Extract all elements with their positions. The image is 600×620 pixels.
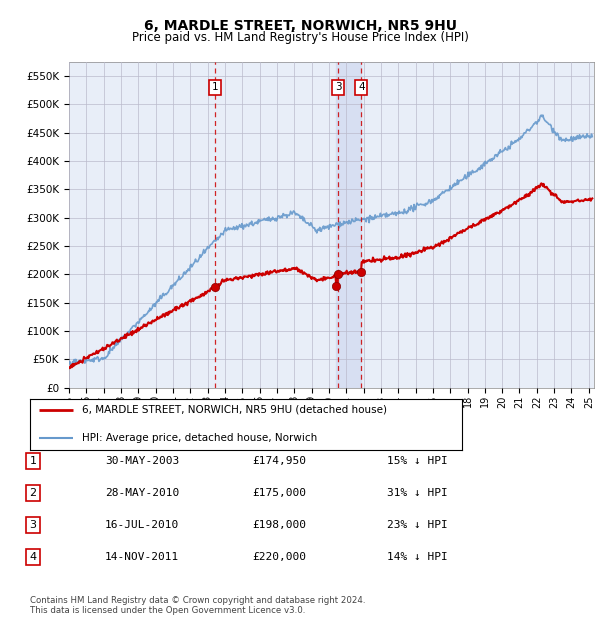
Text: 30-MAY-2003: 30-MAY-2003 xyxy=(105,456,179,466)
Text: 4: 4 xyxy=(358,82,365,92)
Text: Contains HM Land Registry data © Crown copyright and database right 2024.
This d: Contains HM Land Registry data © Crown c… xyxy=(30,596,365,615)
Text: £174,950: £174,950 xyxy=(252,456,306,466)
Text: 3: 3 xyxy=(29,520,37,530)
Text: 6, MARDLE STREET, NORWICH, NR5 9HU (detached house): 6, MARDLE STREET, NORWICH, NR5 9HU (deta… xyxy=(82,405,387,415)
Text: 2: 2 xyxy=(29,488,37,498)
Text: 3: 3 xyxy=(335,82,341,92)
Text: 14% ↓ HPI: 14% ↓ HPI xyxy=(387,552,448,562)
Text: Price paid vs. HM Land Registry's House Price Index (HPI): Price paid vs. HM Land Registry's House … xyxy=(131,31,469,43)
Text: £175,000: £175,000 xyxy=(252,488,306,498)
Text: 14-NOV-2011: 14-NOV-2011 xyxy=(105,552,179,562)
Text: £220,000: £220,000 xyxy=(252,552,306,562)
Text: 1: 1 xyxy=(211,82,218,92)
Text: 6, MARDLE STREET, NORWICH, NR5 9HU: 6, MARDLE STREET, NORWICH, NR5 9HU xyxy=(143,19,457,33)
Text: 31% ↓ HPI: 31% ↓ HPI xyxy=(387,488,448,498)
Text: 15% ↓ HPI: 15% ↓ HPI xyxy=(387,456,448,466)
Text: HPI: Average price, detached house, Norwich: HPI: Average price, detached house, Norw… xyxy=(82,433,317,443)
Text: 28-MAY-2010: 28-MAY-2010 xyxy=(105,488,179,498)
Bar xyxy=(336,62,361,388)
Text: 23% ↓ HPI: 23% ↓ HPI xyxy=(387,520,448,530)
Text: 16-JUL-2010: 16-JUL-2010 xyxy=(105,520,179,530)
Text: 4: 4 xyxy=(29,552,37,562)
Text: £198,000: £198,000 xyxy=(252,520,306,530)
Text: 1: 1 xyxy=(29,456,37,466)
